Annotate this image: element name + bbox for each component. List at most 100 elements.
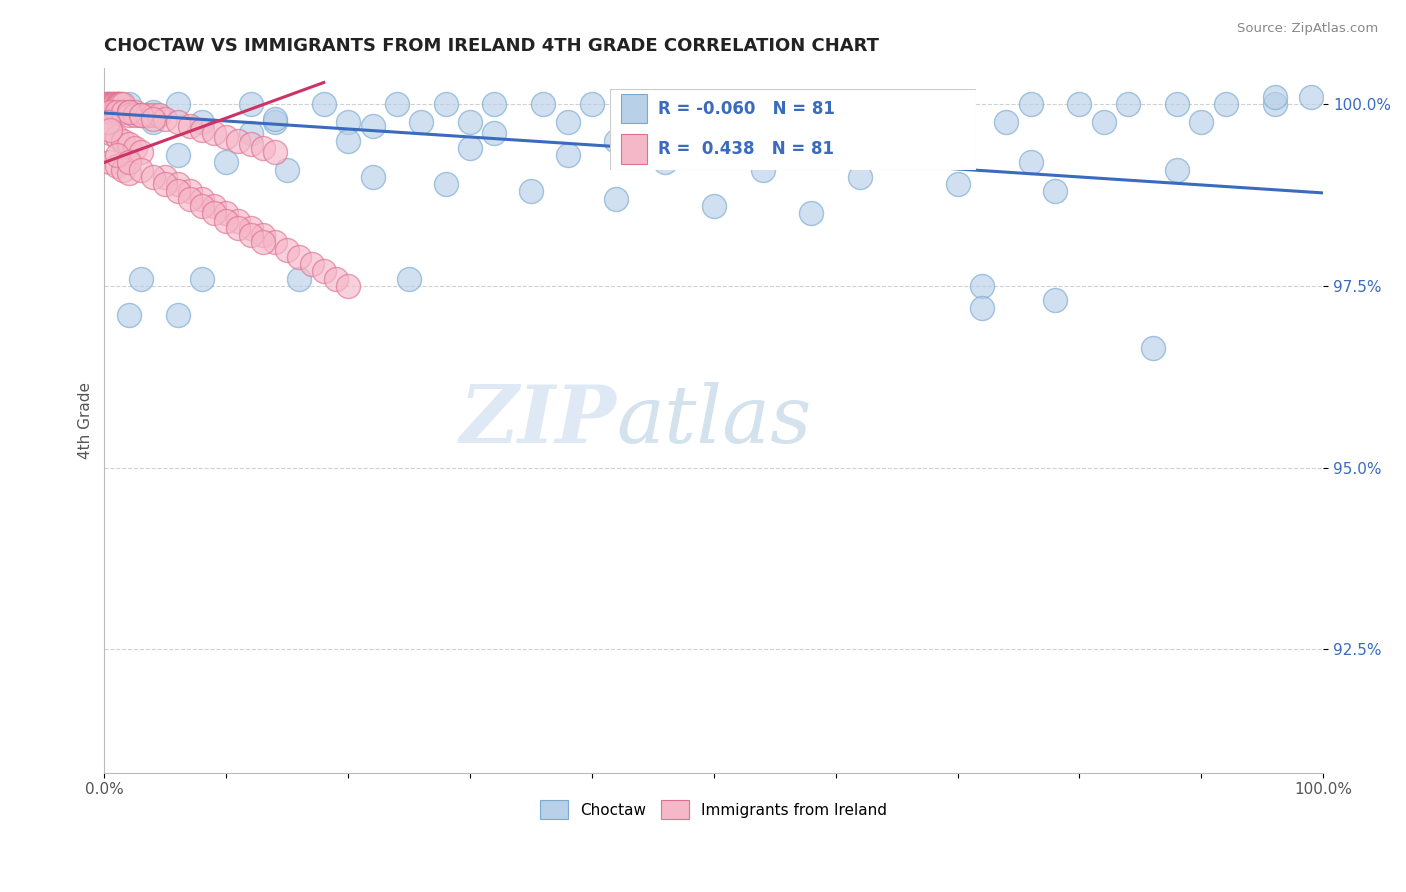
Point	[337, 134, 360, 148]
Point	[107, 97, 129, 112]
Point	[484, 127, 506, 141]
Point	[166, 97, 188, 112]
Point	[239, 97, 262, 112]
Point	[239, 228, 262, 243]
Y-axis label: 4th Grade: 4th Grade	[79, 382, 93, 458]
Point	[166, 148, 188, 162]
Point	[136, 108, 159, 122]
Point	[179, 119, 201, 133]
Point	[142, 115, 165, 129]
Point	[108, 97, 131, 112]
Point	[922, 115, 945, 129]
Point	[142, 108, 165, 122]
Point	[301, 257, 323, 271]
Point	[166, 178, 188, 192]
Point	[97, 115, 120, 129]
Point	[118, 104, 141, 119]
Point	[520, 185, 543, 199]
Point	[148, 108, 170, 122]
Point	[111, 134, 134, 148]
Point	[124, 108, 146, 122]
Point	[727, 141, 749, 155]
Point	[166, 308, 188, 322]
Point	[191, 122, 214, 136]
Point	[337, 115, 360, 129]
Point	[288, 271, 311, 285]
Point	[970, 301, 993, 315]
Text: ZIP: ZIP	[460, 382, 616, 459]
Point	[191, 115, 214, 129]
Point	[228, 213, 250, 227]
Point	[1069, 97, 1091, 112]
Point	[1263, 97, 1285, 112]
Point	[1166, 97, 1188, 112]
Point	[191, 271, 214, 285]
Point	[103, 97, 125, 112]
Point	[118, 108, 141, 122]
Point	[581, 97, 603, 112]
Point	[1142, 341, 1164, 355]
Text: atlas: atlas	[616, 382, 811, 459]
Point	[1263, 90, 1285, 104]
Point	[385, 97, 408, 112]
Point	[118, 97, 141, 112]
Point	[118, 308, 141, 322]
Point	[110, 97, 132, 112]
Point	[105, 130, 128, 145]
Point	[202, 127, 225, 141]
Point	[531, 97, 554, 112]
Point	[458, 115, 481, 129]
Point	[124, 104, 146, 119]
Point	[751, 162, 773, 177]
Point	[100, 122, 122, 136]
Point	[142, 112, 165, 126]
Point	[1215, 97, 1237, 112]
Point	[361, 169, 384, 184]
Point	[104, 97, 127, 112]
Point	[228, 220, 250, 235]
Point	[800, 206, 823, 220]
Point	[215, 130, 238, 145]
Point	[751, 97, 773, 112]
Point	[239, 220, 262, 235]
Point	[873, 148, 896, 162]
Point	[124, 141, 146, 155]
Point	[252, 141, 274, 155]
Point	[111, 104, 134, 119]
Point	[191, 199, 214, 213]
Point	[557, 115, 579, 129]
Point	[142, 169, 165, 184]
Point	[166, 115, 188, 129]
Point	[897, 97, 920, 112]
Point	[215, 213, 238, 227]
Point	[312, 264, 335, 278]
Point	[97, 97, 120, 112]
Point	[215, 155, 238, 169]
Point	[105, 97, 128, 112]
Point	[105, 104, 128, 119]
Point	[202, 199, 225, 213]
Point	[1019, 155, 1042, 169]
Point	[605, 192, 627, 206]
Point	[129, 108, 152, 122]
Point	[100, 97, 122, 112]
Point	[252, 235, 274, 250]
Point	[98, 97, 121, 112]
Point	[824, 115, 846, 129]
Point	[970, 279, 993, 293]
Point	[1166, 162, 1188, 177]
Point	[458, 141, 481, 155]
Legend: Choctaw, Immigrants from Ireland: Choctaw, Immigrants from Ireland	[534, 794, 893, 825]
Point	[100, 127, 122, 141]
Point	[312, 97, 335, 112]
Point	[252, 228, 274, 243]
Point	[946, 178, 969, 192]
Point	[105, 159, 128, 173]
Point	[946, 97, 969, 112]
Point	[337, 279, 360, 293]
Point	[398, 271, 420, 285]
Point	[105, 148, 128, 162]
Point	[111, 162, 134, 177]
Point	[654, 155, 676, 169]
Point	[155, 112, 177, 126]
